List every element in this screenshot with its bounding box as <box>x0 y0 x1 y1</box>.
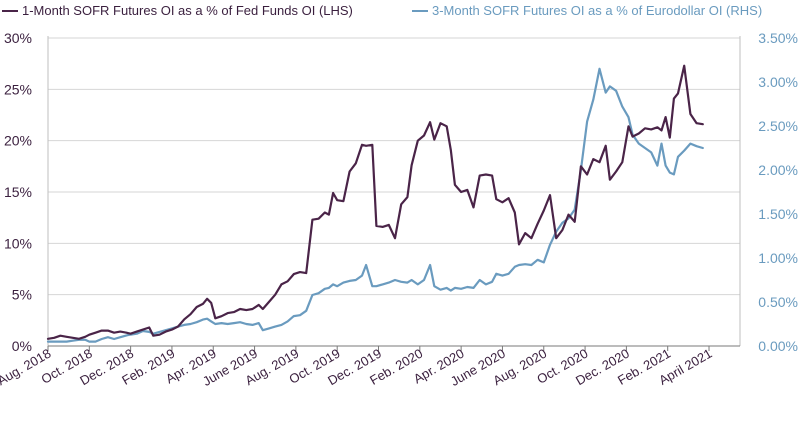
right-tick-label: 0.00% <box>758 338 798 354</box>
legend-label-lhs: 1-Month SOFR Futures OI as a % of Fed Fu… <box>22 3 353 18</box>
legend-item-lhs: 1-Month SOFR Futures OI as a % of Fed Fu… <box>2 3 353 18</box>
legend-label-rhs: 3-Month SOFR Futures OI as a % of Eurodo… <box>432 3 763 18</box>
series-line-lhs <box>46 64 704 340</box>
left-tick-label: 10% <box>4 235 32 251</box>
left-tick-label: 15% <box>4 184 32 200</box>
legend-swatch-lhs <box>2 9 18 12</box>
right-tick-label: 2.50% <box>758 118 798 134</box>
right-tick-label: 1.00% <box>758 250 798 266</box>
right-tick-label: 3.00% <box>758 74 798 90</box>
left-tick-label: 5% <box>12 287 32 303</box>
left-tick-label: 0% <box>12 338 32 354</box>
legend-item-rhs: 3-Month SOFR Futures OI as a % of Eurodo… <box>412 3 762 18</box>
legend-swatch-rhs <box>412 9 428 12</box>
right-tick-label: 3.50% <box>758 30 798 46</box>
left-tick-label: 20% <box>4 133 32 149</box>
right-tick-label: 0.50% <box>758 294 798 310</box>
left-tick-label: 30% <box>4 30 32 46</box>
series-line-rhs <box>46 67 704 343</box>
right-tick-label: 2.00% <box>758 162 798 178</box>
right-tick-label: 1.50% <box>758 206 798 222</box>
left-tick-label: 25% <box>4 81 32 97</box>
legend: 1-Month SOFR Futures OI as a % of Fed Fu… <box>0 0 800 24</box>
